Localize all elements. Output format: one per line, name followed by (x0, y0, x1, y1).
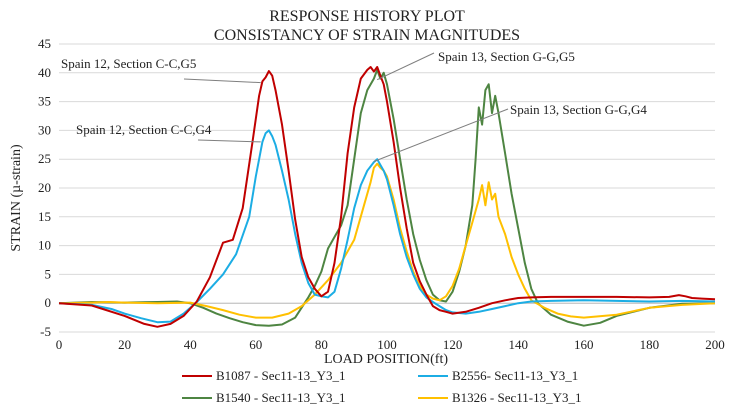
series-line-b1540 (58, 68, 716, 327)
chart-subtitle: CONSISTANCY OF STRAIN MAGNITUDES (214, 27, 520, 44)
x-tick-label: 0 (56, 337, 63, 352)
y-tick-label: -5 (40, 324, 51, 339)
x-axis-label: LOAD POSITION(ft) (324, 352, 448, 367)
y-tick-label: 10 (38, 238, 51, 253)
annotation-label: Spain 13, Section G-G,G5 (438, 49, 575, 64)
annotation-leader (183, 78, 261, 84)
annotations: Spain 12, Section C-C,G5 Spain 12, Sectio… (61, 49, 647, 162)
annotation-label: Spain 12, Section C-C,G5 (61, 56, 196, 71)
y-tick-label: 5 (45, 266, 52, 281)
annotation-leader (197, 139, 261, 143)
x-tick-label: 40 (184, 337, 197, 352)
y-tick-label: 40 (38, 65, 51, 80)
annotation-label: Spain 13, Section G-G,G4 (510, 102, 647, 117)
x-tick-label: 180 (640, 337, 660, 352)
series-line-b2556 (58, 129, 716, 324)
legend-label: B1326 - Sec11-13_Y3_1 (452, 390, 582, 405)
series-lines (58, 66, 716, 328)
legend-label: B1087 - Sec11-13_Y3_1 (216, 368, 346, 383)
y-tick-label: 30 (38, 122, 51, 137)
annotation-label: Spain 12, Section C-C,G4 (76, 122, 212, 137)
y-axis-ticks: -5 0 5 10 15 20 25 30 35 40 45 (38, 36, 51, 339)
y-tick-label: 15 (38, 209, 51, 224)
x-tick-label: 120 (443, 337, 463, 352)
x-tick-label: 200 (705, 337, 725, 352)
series-line-b1326 (58, 162, 716, 319)
legend: B1087 - Sec11-13_Y3_1 B2556- Sec11-13_Y3_… (182, 368, 582, 405)
y-tick-label: 35 (38, 94, 51, 109)
annotation-leader (373, 108, 509, 162)
y-tick-label: 20 (38, 180, 51, 195)
x-tick-label: 100 (377, 337, 397, 352)
legend-label: B1540 - Sec11-13_Y3_1 (216, 390, 346, 405)
y-tick-label: 25 (38, 151, 51, 166)
chart-title: RESPONSE HISTORY PLOT (269, 8, 465, 25)
annotation-leader (376, 52, 435, 81)
x-axis-ticks: 0 20 40 60 80 100 120 140 160 180 200 (56, 337, 725, 352)
x-tick-label: 80 (315, 337, 328, 352)
legend-label: B2556- Sec11-13_Y3_1 (452, 368, 578, 383)
x-tick-label: 60 (249, 337, 262, 352)
x-tick-label: 140 (508, 337, 528, 352)
y-tick-label: 45 (38, 36, 51, 51)
y-tick-label: 0 (45, 295, 52, 310)
x-tick-label: 160 (574, 337, 594, 352)
x-tick-label: 20 (118, 337, 131, 352)
y-axis-label: STRAIN (µ-strain) (9, 144, 24, 252)
series-line-b1087 (58, 66, 716, 328)
